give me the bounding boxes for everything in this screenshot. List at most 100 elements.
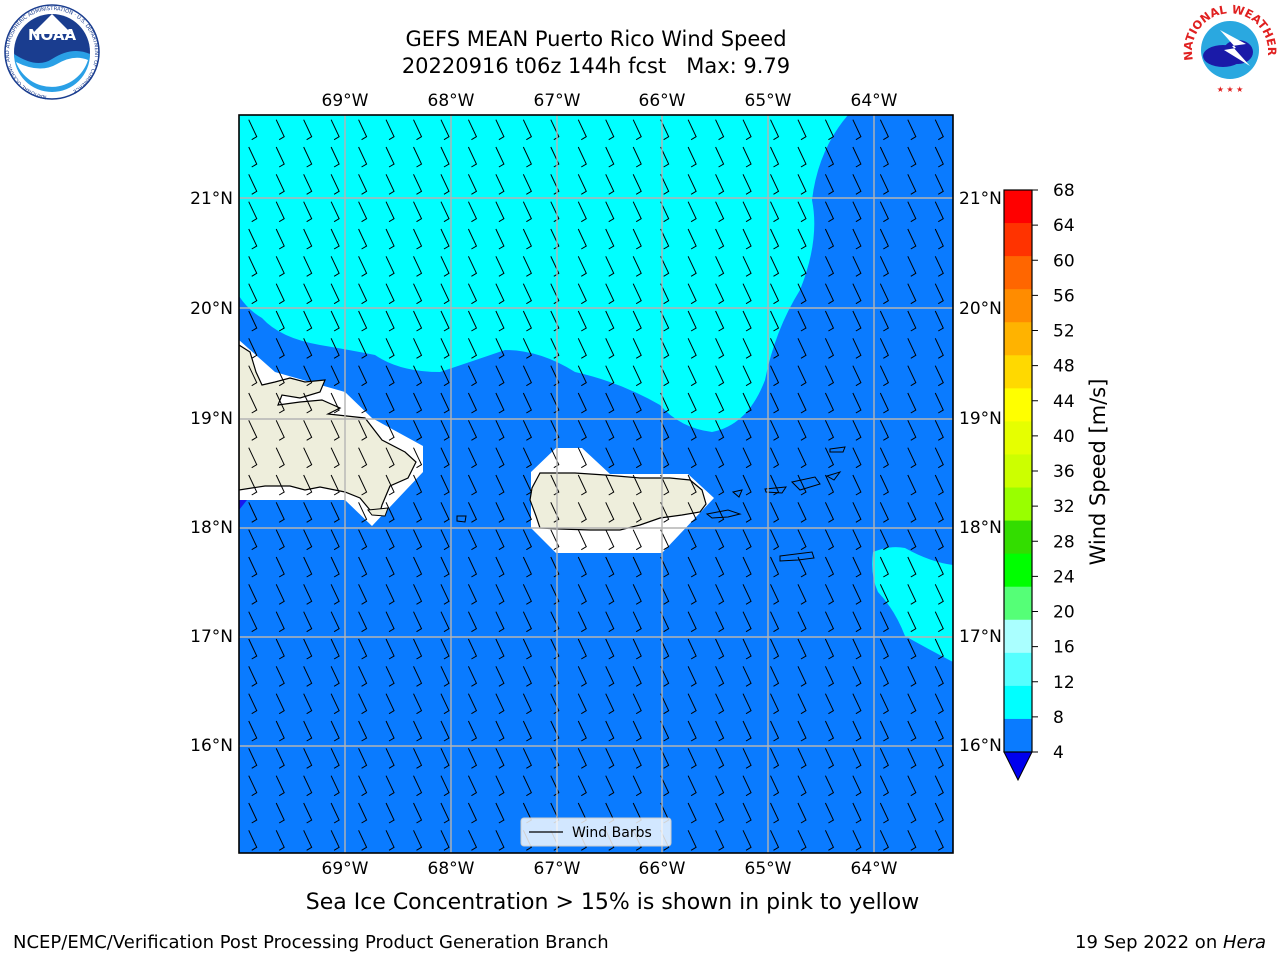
wind-barb [824,720,835,742]
wind-barb [330,638,340,660]
wind-barb [248,693,258,715]
wind-barb [797,584,807,605]
wind-barb [879,119,889,141]
wind-barb [715,174,725,195]
wind-barb [577,502,587,523]
wind-barb [715,310,725,332]
wind-barb [770,775,780,797]
wind-barb [797,420,807,441]
wind-barb [385,201,395,223]
wind-barb [522,146,532,168]
wind-barb [934,201,944,223]
wind-barb [770,584,780,605]
wind-barb [358,174,368,195]
wind-barb [577,584,587,605]
wind-barb [907,775,917,797]
wind-barb [687,365,697,387]
wind-barb [687,502,697,523]
wind-barb [770,748,780,769]
wind-barb [330,802,340,824]
wind-barb [797,228,807,250]
wind-barb [934,310,944,332]
wind-barb [852,830,862,851]
wind-barb [440,420,450,441]
wind-barb [715,146,725,168]
wind-barb [742,392,752,414]
wind-barb [522,666,532,687]
wind-barb [522,256,532,277]
wind-barb [879,310,889,332]
wind-barb [797,775,807,797]
wind-barb [742,119,752,141]
wind-barb [687,474,697,496]
wind-barb [715,119,725,141]
wind-barb [330,283,340,305]
wind-barb [742,447,752,469]
wind-barb [550,720,560,742]
wind-barb [522,201,532,223]
wind-barb [550,693,560,715]
wind-barb [413,693,423,715]
wind-barb [248,748,258,769]
wind-barb [660,584,670,605]
wind-barb [440,474,450,496]
wind-barb [907,693,917,715]
wind-barb [605,556,615,578]
wind-barb [934,584,944,605]
wind-barb [660,174,670,195]
colorbar-segment [1004,685,1032,720]
wind-barb [522,611,532,633]
wind-barb [550,338,560,359]
wind-barb [852,392,862,414]
wind-barb [687,584,697,605]
wind-barb [275,802,285,824]
wind-barb [303,802,313,824]
nws-logo: NATIONAL WEATHER SERVICE ★ ★ ★ [1180,0,1279,95]
map-gridlines [239,115,953,853]
wind-barb [770,666,780,687]
wind-barb [358,474,368,496]
wind-barb [742,256,752,277]
wind-barb [303,201,313,223]
wind-barb [577,556,587,578]
wind-barb [687,174,697,195]
wind-barb [907,556,917,578]
wind-barb [852,556,862,578]
wind-barb [413,392,423,414]
wind-barb [385,174,395,195]
lon-label-bottom: 64°W [851,859,898,879]
wind-barb [879,666,889,687]
wind-barb [467,228,478,250]
colorbar-segment [1004,454,1032,489]
wind-barb [495,720,505,742]
lon-label-bottom: 65°W [745,859,792,879]
wind-barb [577,693,587,715]
wind-barb [632,256,642,277]
wind-barb [440,146,450,168]
wind-barb [358,611,368,633]
wind-barb [467,556,478,578]
wind-barb [385,256,395,277]
wind-barb [824,502,835,523]
wind-barb [495,474,505,496]
wind-barb [934,556,944,578]
wind-barb [275,693,285,715]
wind-barb [770,474,780,496]
wind-barb [467,529,478,551]
wind-barb [330,666,340,687]
wind-barb [413,119,423,141]
wind-barb [358,556,368,578]
wind-barb [852,146,862,168]
wind-barb [467,775,478,797]
wind-barb [632,556,642,578]
wind-barb [467,119,478,141]
wind-barb [467,693,478,715]
wind-barb [797,119,807,141]
wind-barb [275,720,285,742]
wind-barb [330,720,340,742]
wind-barb [742,502,752,523]
wind-barb [522,365,532,387]
wind-barb [632,611,642,633]
wind-barb [522,447,532,469]
wind-barb [660,556,670,578]
